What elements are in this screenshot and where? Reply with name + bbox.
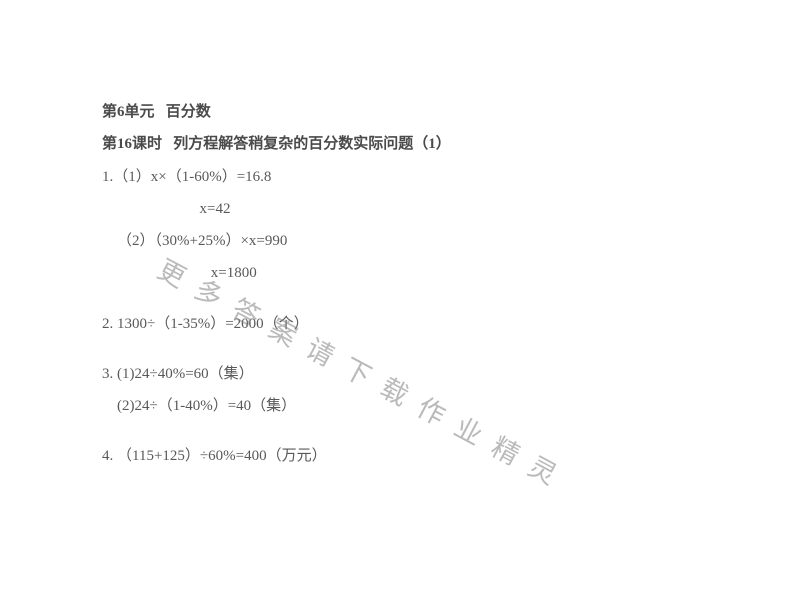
q4-line: 4. （115+125）÷60%=400（万元） — [102, 440, 698, 472]
spacer — [102, 422, 698, 440]
q2-line: 2. 1300÷（1-35%）=2000（个） — [102, 308, 698, 340]
q1-part1-eq: 1.（1）x×（1-60%）=16.8 — [102, 161, 698, 193]
spacer — [102, 340, 698, 358]
spacer — [102, 290, 698, 308]
q1-part2-ans: x=1800 — [102, 257, 698, 289]
q3-part2: (2)24÷（1-40%）=40（集） — [102, 390, 698, 422]
q3-part1: 3. (1)24÷40%=60（集） — [102, 358, 698, 390]
unit-heading: 第6单元 百分数 — [102, 96, 698, 128]
document-body: 第6单元 百分数 第16课时 列方程解答稍复杂的百分数实际问题（1） 1.（1）… — [0, 0, 800, 473]
lesson-heading: 第16课时 列方程解答稍复杂的百分数实际问题（1） — [102, 128, 698, 160]
q1-part2-eq: （2）（30%+25%）×x=990 — [102, 225, 698, 257]
q1-part1-ans: x=42 — [102, 193, 698, 225]
